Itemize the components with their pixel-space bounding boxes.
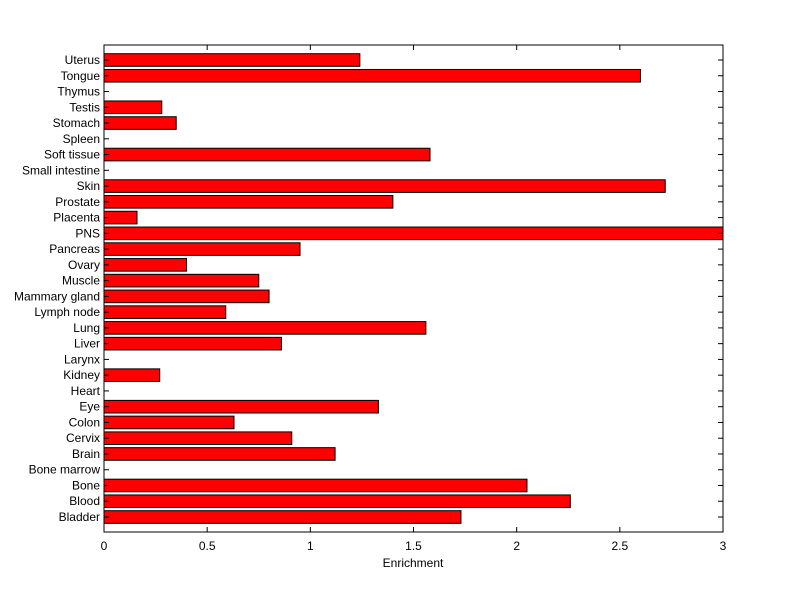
- y-tick-label-kidney: Kidney: [63, 368, 100, 382]
- bar-colon: [103, 415, 235, 430]
- y-tick-label-lymph-node: Lymph node: [34, 305, 100, 319]
- x-tick-label: 0.5: [199, 539, 216, 553]
- x-tick-label: 1: [307, 539, 314, 553]
- bar-lung: [103, 321, 427, 335]
- bar-pancreas: [103, 242, 301, 256]
- y-tick-label-heart: Heart: [71, 384, 101, 398]
- y-tick-label-mammary-gland: Mammary gland: [14, 289, 100, 303]
- bar-stomach: [103, 116, 177, 130]
- y-tick-label-tongue: Tongue: [61, 69, 101, 83]
- y-tick-label-spleen: Spleen: [63, 132, 100, 146]
- bar-pns: [103, 226, 724, 241]
- y-tick-label-skin: Skin: [77, 179, 100, 193]
- bar-lymph-node: [103, 305, 227, 319]
- bar-testis: [103, 100, 163, 115]
- y-tick-label-brain: Brain: [72, 447, 100, 461]
- bar-skin: [103, 179, 666, 193]
- bar-brain: [103, 447, 336, 461]
- y-tick-label-muscle: Muscle: [62, 274, 100, 288]
- bar-cervix: [103, 431, 293, 446]
- y-tick-label-stomach: Stomach: [53, 116, 100, 130]
- y-tick-label-bone-marrow: Bone marrow: [29, 463, 101, 477]
- x-tick-label: 3: [720, 539, 727, 553]
- y-tick-label-ovary: Ovary: [68, 258, 100, 272]
- y-tick-label-testis: Testis: [69, 100, 100, 114]
- x-tick-label: 0: [101, 539, 108, 553]
- bar-blood: [103, 494, 571, 509]
- y-tick-label-larynx: Larynx: [64, 352, 100, 366]
- bar-bone: [103, 478, 528, 493]
- bar-ovary: [103, 258, 188, 272]
- bar-bladder: [103, 510, 462, 524]
- y-tick-label-thymus: Thymus: [57, 85, 100, 99]
- y-tick-label-bladder: Bladder: [59, 510, 100, 524]
- y-tick-label-blood: Blood: [69, 494, 100, 508]
- bar-kidney: [103, 368, 161, 382]
- y-tick-label-cervix: Cervix: [66, 431, 100, 445]
- bar-liver: [103, 336, 282, 351]
- y-tick-label-eye: Eye: [79, 400, 100, 414]
- y-tick-label-liver: Liver: [74, 337, 100, 351]
- x-tick-label: 1.5: [405, 539, 422, 553]
- y-tick-label-pancreas: Pancreas: [49, 242, 100, 256]
- bars-group: [103, 53, 724, 524]
- bar-eye: [103, 399, 379, 414]
- y-tick-label-bone: Bone: [72, 478, 100, 492]
- x-tick-label: 2.5: [611, 539, 628, 553]
- y-tick-label-uterus: Uterus: [65, 53, 100, 67]
- bar-muscle: [103, 273, 260, 288]
- y-tick-label-lung: Lung: [73, 321, 100, 335]
- bar-prostate: [103, 195, 394, 209]
- x-axis-ticks: 0 0.5 1 1.5 2 2.5 3: [101, 45, 727, 553]
- y-tick-label-pns: PNS: [75, 226, 100, 240]
- x-axis-label: Enrichment: [383, 556, 444, 570]
- bar-soft-tissue: [103, 147, 431, 162]
- bar-tongue: [103, 68, 641, 83]
- y-tick-label-soft-tissue: Soft tissue: [44, 148, 100, 162]
- bar-uterus: [103, 53, 361, 67]
- y-tick-label-prostate: Prostate: [55, 195, 100, 209]
- y-tick-label-placenta: Placenta: [53, 211, 100, 225]
- x-tick-label: 2: [513, 539, 520, 553]
- y-tick-label-small-intestine: Small intestine: [22, 163, 100, 177]
- bar-mammary-gland: [103, 289, 270, 304]
- y-tick-label-colon: Colon: [69, 415, 100, 429]
